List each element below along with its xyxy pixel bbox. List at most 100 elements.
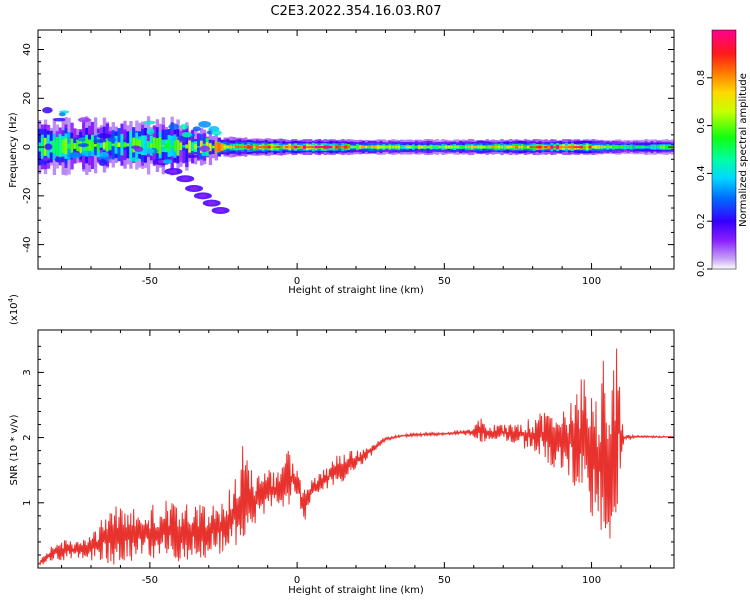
heatmap-cell (606, 145, 610, 149)
x-tick-label: 50 (438, 276, 451, 287)
heatmap-cell (462, 145, 466, 149)
y-tick-label: 3 (22, 369, 33, 375)
heatmap-cell (562, 146, 566, 148)
heatmap-cell (146, 141, 151, 150)
heatmap-noise-blob (141, 148, 155, 154)
heatmap-cell (573, 146, 578, 149)
snr-y-axis-label: SNR (10 * v/v) (9, 414, 20, 485)
heatmap-cell (273, 146, 277, 148)
heatmap-cell (191, 142, 195, 152)
heatmap-cell (176, 136, 180, 156)
heatmap-cell (565, 146, 569, 148)
y-tick-label: 0 (22, 144, 33, 150)
heatmap-cell (403, 146, 407, 148)
heatmap-cell (379, 145, 383, 149)
heatmap-cell (453, 146, 457, 148)
heatmap-cell (311, 146, 316, 148)
svg-text:(x104): (x104) (7, 294, 20, 325)
heatmap-cell (659, 145, 663, 149)
heatmap-cell (303, 145, 307, 149)
heatmap-cell (361, 146, 366, 149)
heatmap-cell (173, 140, 177, 152)
heatmap-noise-blob (78, 137, 86, 142)
heatmap-branch-core (181, 176, 190, 181)
heatmap-cell (520, 146, 525, 148)
heatmap-cell (550, 145, 554, 149)
heatmap-noise-blob (67, 152, 82, 159)
heatmap-cell (138, 139, 142, 151)
heatmap-cell (238, 146, 242, 149)
heatmap-cell (294, 145, 298, 149)
heatmap-cell (482, 146, 486, 148)
heatmap-cell (529, 146, 534, 148)
heatmap-cell (226, 146, 230, 148)
heatmap-noise-blob (199, 145, 211, 152)
heatmap-cell (182, 145, 186, 148)
heatmap-cell (553, 146, 557, 148)
heatmap-cell (185, 144, 189, 149)
heatmap-cell (279, 146, 283, 148)
heatmap-cell (117, 142, 121, 148)
heatmap-cell (158, 137, 163, 155)
heatmap-noise-blob (143, 120, 156, 125)
heatmap-cell (282, 146, 286, 148)
heatmap-cell (435, 146, 439, 148)
heatmap-cell (385, 145, 389, 149)
heatmap-cell (91, 141, 95, 150)
heatmap-noise-blob (42, 107, 53, 114)
heatmap-cell (232, 146, 236, 148)
x-tick-label: 0 (294, 276, 300, 287)
heatmap-branch-core (198, 194, 207, 198)
heatmap-cell (356, 146, 360, 148)
heatmap-cell (497, 145, 501, 149)
heatmap-cell (467, 146, 472, 148)
heatmap-cell (406, 146, 410, 148)
heatmap-cell (267, 145, 272, 149)
heatmap-cell (132, 137, 136, 153)
heatmap-noise-blob (42, 156, 50, 162)
heatmap-noise-blob (96, 133, 111, 139)
heatmap-cell (123, 142, 127, 148)
heatmap-cell (335, 145, 339, 149)
heatmap-noise-blob (99, 151, 109, 158)
spectrogram-heatmap (38, 107, 674, 214)
heatmap-cell (61, 139, 65, 153)
heatmap-cell (470, 145, 475, 149)
heatmap-cell (96, 138, 101, 152)
heatmap-cell (76, 139, 80, 153)
heatmap-cell (214, 141, 219, 153)
heatmap-cell (297, 146, 301, 148)
heatmap-cell (394, 145, 398, 149)
heatmap-cell (456, 146, 460, 148)
heatmap-cell (247, 145, 251, 150)
heatmap-cell (603, 145, 607, 149)
heatmap-cell (223, 145, 227, 149)
heatmap-cell (347, 145, 351, 149)
heatmap-cell (58, 133, 62, 159)
heatmap-cell (411, 146, 416, 148)
heatmap-cell (105, 138, 110, 152)
heatmap-cell (526, 145, 531, 149)
heatmap-cell (559, 145, 563, 149)
heatmap-noise-blob (80, 150, 95, 157)
y-tick-label: 20 (22, 92, 33, 105)
heatmap-cell (308, 146, 313, 148)
heatmap-cell (523, 146, 528, 148)
heatmap-cell (423, 145, 428, 149)
heatmap-cell (367, 146, 372, 148)
heatmap-cell (503, 146, 507, 148)
heatmap-cell (376, 145, 380, 149)
heatmap-cell (579, 145, 584, 149)
heatmap-cell (276, 146, 280, 148)
heatmap-cell (208, 143, 213, 151)
heatmap-cell (300, 145, 304, 149)
colorbar-tick-label: 0.8 (696, 70, 707, 86)
heatmap-cell (255, 145, 260, 150)
heatmap-cell (447, 145, 451, 149)
heatmap-cell (317, 146, 322, 149)
heatmap-cell (149, 143, 154, 148)
heatmap-cell (350, 146, 354, 148)
heatmap-cell (612, 145, 616, 149)
heatmap-cell (397, 145, 401, 149)
heatmap-cell (597, 145, 601, 149)
